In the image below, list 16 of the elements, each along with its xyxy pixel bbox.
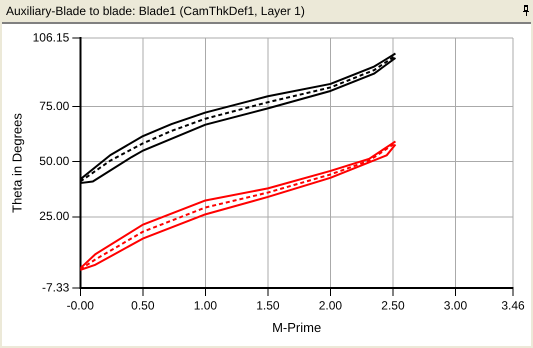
x-tick-label: -0.00 bbox=[66, 298, 94, 313]
y-axis-title: Theta in Degrees bbox=[9, 112, 24, 213]
x-axis-title: M-Prime bbox=[272, 320, 322, 335]
x-tick-label: 3.00 bbox=[444, 298, 468, 313]
y-tick-label: 75.00 bbox=[39, 98, 70, 113]
chart-title: Auxiliary-Blade to blade: Blade1 (CamThkDef1, Layer 1) bbox=[5, 3, 306, 20]
x-tick-label: 1.00 bbox=[194, 298, 218, 313]
x-tick-label: 1.50 bbox=[256, 298, 280, 313]
x-tick-label: 2.00 bbox=[318, 298, 342, 313]
x-tick-label: 0.50 bbox=[131, 298, 155, 313]
y-tick-label: 25.00 bbox=[39, 209, 70, 224]
y-tick-label: -7.33 bbox=[42, 280, 70, 294]
x-tick-label: 2.50 bbox=[381, 298, 405, 313]
x-tick-label: 3.46 bbox=[501, 298, 525, 313]
y-tick-label: 106.15 bbox=[32, 30, 70, 44]
y-tick-label: 50.00 bbox=[39, 154, 70, 168]
